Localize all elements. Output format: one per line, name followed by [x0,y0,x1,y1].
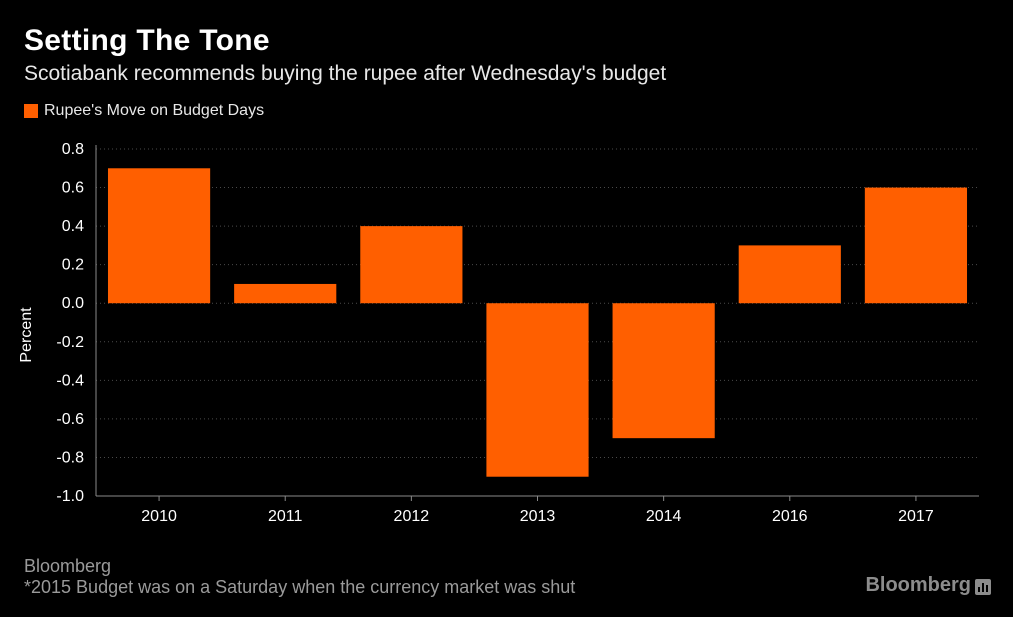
y-tick-label: -0.6 [56,411,84,428]
chart-subtitle: Scotiabank recommends buying the rupee a… [24,62,667,85]
y-tick-label: 0.8 [62,141,84,158]
legend-label: Rupee's Move on Budget Days [44,102,265,119]
axis-layer [95,145,979,501]
y-tick-label: 0.6 [62,180,84,197]
x-tick-label: 2012 [394,508,430,525]
bar-2013 [486,303,589,477]
y-tick-label: -1.0 [56,488,84,505]
y-tick-label: 0.4 [62,218,84,235]
y-tick-label: 0.0 [62,295,84,312]
bar-2014 [612,303,715,439]
bar-2017 [864,187,968,304]
x-tick-label: 2016 [772,508,808,525]
bar-chart-icon [975,578,991,595]
bar-2010 [107,168,211,304]
bar-2016 [738,245,841,304]
x-tick-label: 2011 [268,508,303,525]
footnote: *2015 Budget was on a Saturday when the … [24,577,576,597]
x-tick-label: 2013 [520,508,556,525]
y-tick-label: 0.2 [62,257,84,274]
x-tick-label: 2014 [646,508,682,525]
bar-2011 [234,283,337,304]
source-label: Bloomberg [24,556,112,576]
legend: Rupee's Move on Budget Days [24,102,264,120]
bar-layer [107,168,968,477]
bar-2012 [360,226,463,304]
bloomberg-logo: Bloomberg [865,574,991,597]
x-tick-label: 2017 [898,508,934,525]
y-axis-label: Percent [18,307,35,363]
tick-layer: 0.8 0.6 0.4 0.2 0.0 -0.2 -0.4 -0.6 -0.8 -1.0 2010 2… [56,141,933,525]
y-tick-label: -0.2 [56,334,84,351]
legend-swatch [24,104,38,118]
y-tick-label: -0.8 [56,449,84,466]
x-tick-label: 2010 [141,508,177,525]
chart-title: Setting The Tone [24,24,270,57]
brand-text: Bloomberg [865,574,971,596]
y-tick-label: -0.4 [56,372,84,389]
